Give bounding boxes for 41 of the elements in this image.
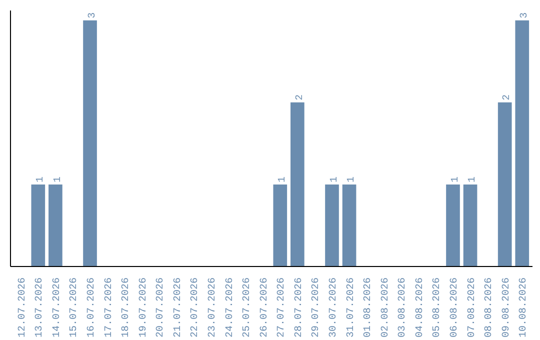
x-tick-label: 30.07.2026	[328, 277, 340, 338]
x-tick-label: 16.07.2026	[86, 277, 98, 338]
data-label: 1	[36, 176, 47, 182]
x-tick-label: 06.08.2026	[449, 277, 460, 338]
x-tick-label: 07.08.2026	[466, 277, 478, 338]
data-label: 2	[294, 94, 306, 100]
x-tick-label: 18.07.2026	[121, 277, 132, 338]
data-label: 3	[87, 12, 98, 18]
x-tick-label: 13.07.2026	[34, 277, 46, 338]
x-tick-label: 22.07.2026	[190, 277, 202, 338]
data-label: 3	[519, 12, 530, 18]
x-tick-label: 01.08.2026	[363, 277, 374, 338]
x-tick-label: 05.08.2026	[432, 277, 444, 338]
x-tick-label: 23.07.2026	[208, 277, 219, 338]
x-tick-label: 10.08.2026	[518, 277, 530, 338]
x-tick-label: 28.07.2026	[294, 277, 305, 338]
x-tick-label: 09.08.2026	[501, 277, 512, 338]
x-tick-label: 19.07.2026	[138, 277, 150, 338]
data-label: 1	[52, 176, 64, 182]
data-label: 1	[468, 176, 479, 182]
x-tick-label: 04.08.2026	[414, 277, 426, 338]
x-tick-label: 14.07.2026	[52, 277, 63, 338]
data-label: 1	[329, 176, 340, 182]
x-tick-label: 20.07.2026	[156, 277, 167, 338]
x-tick-label: 27.07.2026	[276, 277, 288, 338]
data-label: 2	[502, 94, 514, 100]
data-label: 1	[450, 176, 462, 182]
x-tick-label: 29.07.2026	[311, 277, 322, 338]
data-label: 1	[278, 176, 289, 182]
x-tick-label: 15.07.2026	[69, 277, 80, 338]
x-tick-label: 17.07.2026	[104, 277, 115, 338]
x-tick-label: 25.07.2026	[242, 277, 254, 338]
x-tick-label: 24.07.2026	[224, 277, 236, 338]
x-tick-label: 31.07.2026	[346, 277, 357, 338]
x-tick-label: 08.08.2026	[484, 277, 496, 338]
x-tick-label: 21.07.2026	[172, 277, 184, 338]
x-tick-label: 12.07.2026	[17, 277, 28, 338]
x-tick-label: 26.07.2026	[259, 277, 270, 338]
data-label: 1	[346, 176, 358, 182]
x-tick-label: 02.08.2026	[380, 277, 392, 338]
x-tick-label: 03.08.2026	[398, 277, 409, 338]
